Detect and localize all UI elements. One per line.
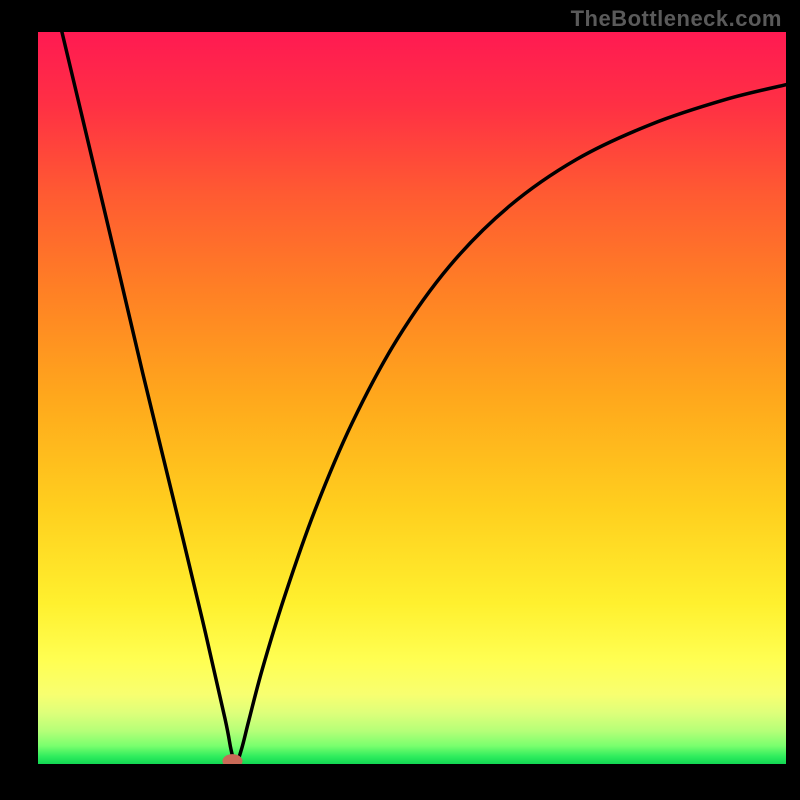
chart-root: TheBottleneck.com <box>0 0 800 800</box>
chart-svg <box>0 0 800 800</box>
watermark-text: TheBottleneck.com <box>571 6 782 32</box>
